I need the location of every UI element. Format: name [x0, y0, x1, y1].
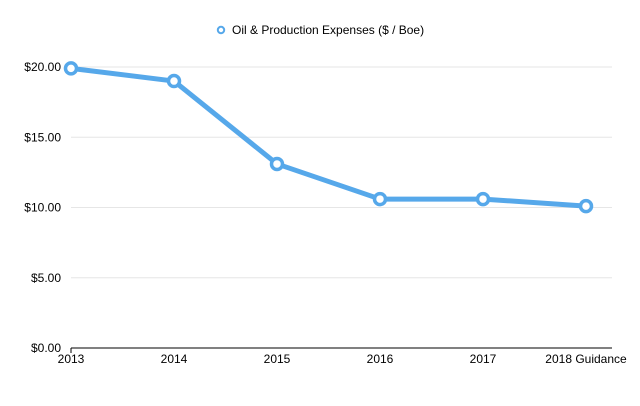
- y-tick-label: $5.00: [31, 271, 61, 285]
- legend-marker-icon: [216, 25, 226, 35]
- gridlines: [71, 66, 612, 279]
- x-tick-label: 2017: [470, 352, 497, 366]
- x-tick-label: 2015: [264, 352, 291, 366]
- legend-marker-icon: [216, 25, 226, 35]
- y-tick-label: $10.00: [24, 201, 61, 215]
- x-tick-label: 2016: [367, 352, 394, 366]
- legend-label: Oil & Production Expenses ($ / Boe): [232, 23, 424, 37]
- y-tick-label: $20.00: [24, 60, 61, 74]
- legend: Oil & Production Expenses ($ / Boe): [216, 23, 424, 37]
- axes: [70, 347, 612, 353]
- data-points: [63, 61, 594, 214]
- x-tick-label: 2014: [161, 352, 188, 366]
- series-lines: [68, 65, 589, 209]
- data-point: [372, 191, 388, 207]
- x-tick-label: 2018 Guidance: [545, 352, 627, 366]
- data-point: [475, 191, 491, 207]
- data-point: [63, 61, 79, 76]
- data-point: [578, 198, 594, 214]
- x-tick-label: 2013: [58, 352, 85, 366]
- x-tick-labels: 2013 2014 2015 2016 2017 2018 Guidance: [58, 352, 627, 366]
- y-tick-label: $15.00: [24, 130, 61, 144]
- series-line: [68, 65, 589, 209]
- y-tick-label: $0.00: [31, 341, 61, 355]
- data-point: [166, 73, 182, 89]
- y-tick-labels: $0.00 $5.00 $10.00 $15.00 $20.00: [24, 60, 61, 355]
- data-point: [269, 156, 285, 172]
